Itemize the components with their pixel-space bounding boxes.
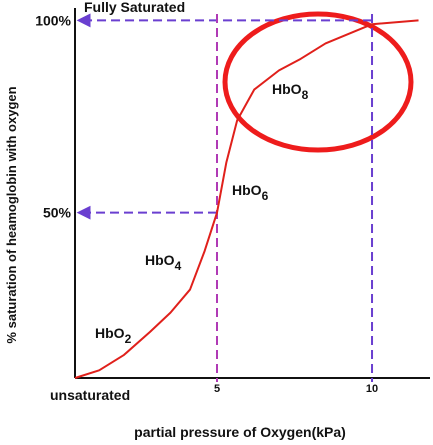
annotation-text: HbO [272, 81, 302, 97]
annotation-text: HbO [145, 252, 175, 268]
chart-title: Fully Saturated [84, 0, 185, 15]
curve [74, 19, 419, 379]
annotation-text: HbO [95, 325, 125, 341]
annotation: HbO6 [232, 182, 269, 203]
x-tick-label: 5 [214, 383, 220, 395]
y-tick-label: 100% [35, 12, 71, 28]
annotation: HbO4 [145, 252, 182, 273]
annotation-subscript: 6 [262, 189, 269, 203]
x-axis-title: partial pressure of Oxygen(kPa) [134, 424, 346, 440]
annotation: HbO2 [95, 325, 132, 346]
annotation-subscript: 8 [302, 88, 309, 102]
x-tick-label: 10 [366, 383, 378, 395]
annotation-subscript: 4 [175, 259, 182, 273]
annotation-text: HbO [232, 182, 262, 198]
annotation-subscript: 2 [125, 332, 132, 346]
y-axis-title: % saturation of heamoglobin with oxygen [4, 86, 19, 343]
annotation: HbO8 [272, 81, 309, 102]
y-tick-label: 50% [43, 205, 72, 221]
bottom-label: unsaturated [50, 387, 130, 403]
highlight-circle [222, 11, 414, 153]
